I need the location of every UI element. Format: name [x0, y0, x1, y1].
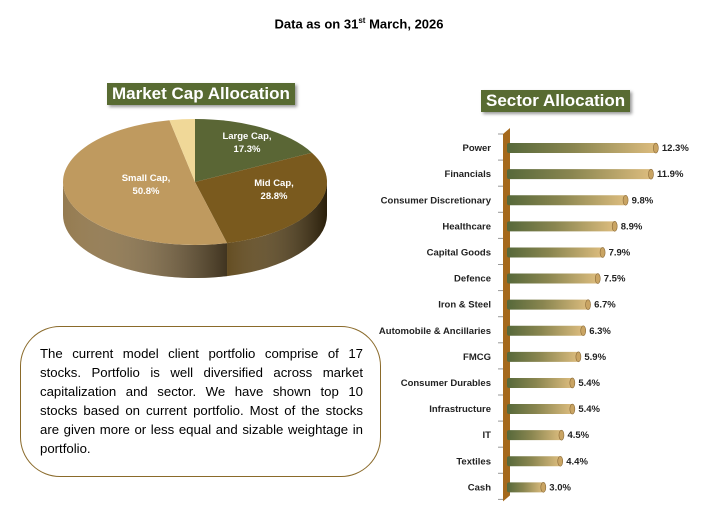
- bar-cap: [540, 482, 547, 493]
- pie-side-shade: [227, 182, 327, 277]
- value-label: 6.3%: [589, 326, 611, 337]
- value-label: 3.0%: [549, 482, 571, 493]
- bar: [507, 430, 562, 441]
- category-label: Infrastructure: [429, 404, 491, 415]
- bar: [507, 221, 615, 232]
- bar-cap: [575, 351, 582, 363]
- pie-side-shade: [63, 182, 228, 278]
- value-label: 7.9%: [609, 247, 631, 258]
- value-label: 11.9%: [657, 169, 684, 180]
- category-label: Healthcare: [442, 221, 491, 232]
- bar-cap: [653, 142, 659, 154]
- bar-cap: [585, 299, 591, 310]
- bar-cap: [611, 221, 618, 232]
- header-sup: st: [358, 16, 366, 25]
- pie-slice: [62, 120, 228, 246]
- bar: [507, 143, 656, 154]
- value-label: 12.3%: [662, 143, 689, 154]
- pie-slice: [169, 119, 195, 182]
- bar-cap: [594, 273, 601, 284]
- value-label: 5.4%: [578, 404, 600, 415]
- value-label: 5.9%: [584, 352, 606, 363]
- bar: [507, 377, 573, 388]
- bar-cap: [569, 377, 576, 389]
- portfolio-note: The current model client portfolio compr…: [20, 326, 381, 477]
- date-header: Data as on 31st March, 2026: [0, 16, 718, 31]
- bar-cap: [558, 429, 565, 441]
- value-label: 6.7%: [594, 300, 616, 311]
- category-label: Financials: [445, 169, 491, 180]
- market-cap-pie: Large Cap, 17.3% Mid Cap, 28.8% Small Cap, 50…: [62, 119, 327, 278]
- bar-cap: [580, 325, 587, 337]
- value-label: 4.4%: [566, 456, 588, 467]
- bar: [507, 351, 579, 362]
- bar: [507, 273, 598, 284]
- header-text: Data as on 31: [274, 16, 359, 32]
- bar: [507, 247, 603, 258]
- value-label: 4.5%: [567, 430, 589, 441]
- category-label: Textiles: [456, 456, 491, 467]
- market-cap-title: Market Cap Allocation: [107, 83, 295, 105]
- bar: [507, 456, 561, 467]
- bar-cap: [557, 455, 564, 467]
- category-label: Consumer Durables: [401, 378, 491, 389]
- category-label: Automobile & Ancillaries: [379, 326, 491, 337]
- category-label: IT: [483, 430, 492, 441]
- bar: [507, 325, 584, 336]
- value-label: 9.8%: [632, 195, 654, 206]
- sector-bar-chart: Power 12.3% Financials 11.9% Consumer Discre…: [379, 128, 689, 502]
- category-label: Consumer Discretionary: [381, 195, 492, 206]
- category-label: Power: [462, 143, 491, 154]
- value-label: 7.5%: [604, 274, 626, 285]
- bar: [507, 195, 626, 206]
- sector-title: Sector Allocation: [481, 90, 631, 112]
- pie-slice: [195, 152, 327, 244]
- bar: [507, 482, 544, 493]
- category-label: Iron & Steel: [438, 300, 491, 311]
- axis-wall: [503, 128, 510, 502]
- pie-label: Mid Cap,: [254, 178, 294, 189]
- header-rest: March, 2026: [365, 16, 444, 32]
- category-label: Defence: [454, 274, 491, 285]
- category-label: Capital Goods: [427, 247, 491, 258]
- bar-cap: [648, 168, 654, 180]
- category-label: Cash: [468, 482, 491, 493]
- pie-slice: [195, 119, 312, 182]
- value-label: 8.9%: [621, 221, 643, 232]
- value-label: 5.4%: [578, 378, 600, 389]
- pie-value-label: 17.3%: [234, 144, 261, 155]
- bar: [507, 404, 573, 415]
- pie-value-label: 28.8%: [261, 191, 288, 202]
- bar: [507, 169, 651, 180]
- bar-cap: [569, 403, 576, 415]
- bar-cap: [622, 194, 629, 206]
- pie-label: Large Cap,: [222, 131, 271, 142]
- category-label: FMCG: [463, 352, 491, 363]
- pie-label: Small Cap,: [122, 173, 171, 184]
- pie-value-label: 50.8%: [133, 186, 160, 197]
- bar-cap: [599, 247, 606, 258]
- bar: [507, 299, 589, 310]
